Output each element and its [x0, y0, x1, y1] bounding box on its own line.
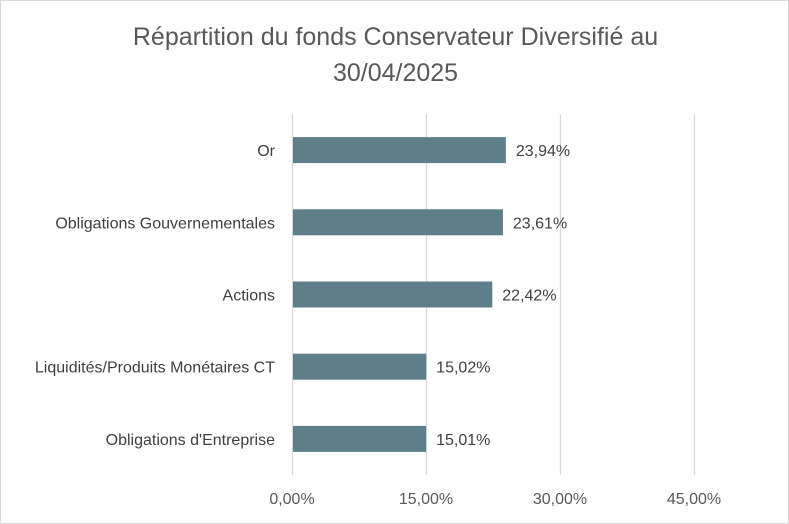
- category-label-3: Liquidités/Produits Monétaires CT: [35, 360, 275, 377]
- data-label-4: 15,01%: [436, 432, 490, 449]
- x-tick-label-2: 30,00%: [533, 491, 587, 508]
- category-label-1: Obligations Gouvernementales: [55, 215, 275, 232]
- category-label-4: Obligations d'Entreprise: [106, 432, 275, 449]
- data-label-3: 15,02%: [436, 360, 490, 377]
- bar-3: [293, 353, 427, 380]
- chart-title-line-2: 30/04/2025: [332, 59, 459, 87]
- data-label-2: 22,42%: [502, 288, 556, 305]
- x-tick-label-3: 45,00%: [667, 491, 721, 508]
- x-tick-label-0: 0,00%: [269, 491, 314, 508]
- bar-1: [293, 209, 503, 236]
- category-label-0: Or: [257, 143, 275, 160]
- x-tick-label-1: 15,00%: [399, 491, 453, 508]
- bar-2: [293, 281, 493, 308]
- chart-title-line-1: Répartition du fonds Conservateur Divers…: [132, 23, 659, 51]
- category-label-2: Actions: [223, 288, 275, 305]
- bar-4: [293, 425, 427, 452]
- bar-0: [293, 137, 506, 164]
- chart-title: Répartition du fonds Conservateur Divers…: [1, 19, 789, 91]
- data-label-0: 23,94%: [516, 143, 570, 160]
- data-label-1: 23,61%: [513, 215, 567, 232]
